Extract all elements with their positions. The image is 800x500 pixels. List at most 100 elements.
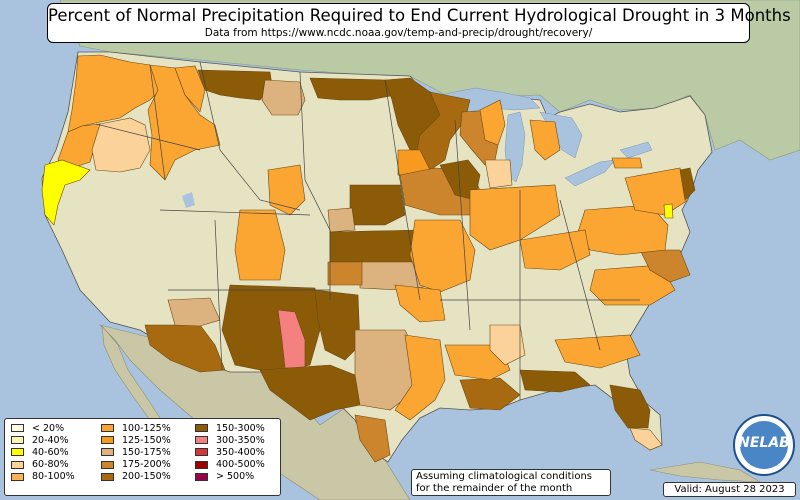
legend-column-3: 150-300% 300-350% 350-400% 400-500% > 50… [195, 422, 265, 483]
legend-swatch [11, 472, 24, 481]
region-florida-south [629, 427, 663, 451]
map-title: Percent of Normal Precipitation Required… [48, 6, 791, 25]
legend-swatch [195, 472, 208, 481]
legend-label: 175-200% [122, 459, 171, 471]
title-panel: Percent of Normal Precipitation Required… [47, 3, 791, 43]
state-boundaries [95, 61, 640, 400]
region-okla-west [327, 261, 363, 286]
legend-item: 175-200% [101, 459, 171, 471]
region-arkansas-south [394, 284, 446, 323]
assumption-note: Assuming climatological conditions for t… [411, 469, 611, 496]
legend-label: 150-300% [216, 422, 265, 434]
legend-item: 350-400% [195, 446, 265, 458]
legend-swatch [101, 472, 114, 481]
legend-item: 60-80% [11, 459, 75, 471]
region-pa-md [624, 167, 689, 216]
region-wisconsin [414, 91, 471, 171]
legend-column-1: < 20% 20-40% 40-60% 60-80% 80-100% [11, 422, 75, 483]
logo-text-ne: NE [738, 435, 760, 451]
region-kansas [329, 229, 426, 266]
legend-label: 400-500% [216, 459, 265, 471]
valid-date: Valid: August 28 2023 [663, 482, 796, 497]
boundary-line [454, 119, 471, 331]
legend-item: 20-40% [11, 434, 75, 446]
boundary-line [199, 61, 301, 211]
region-colorado-north [267, 164, 306, 216]
legend-swatch [195, 436, 208, 445]
legend-label: 80-100% [32, 471, 75, 483]
legend-column-2: 100-125% 125-150% 150-175% 175-200% 200-… [101, 422, 171, 483]
region-michigan-east [529, 119, 561, 161]
legend-label: 300-350% [216, 434, 265, 446]
region-indiana-core [484, 159, 513, 189]
region-texas-south [354, 414, 391, 463]
legend-label: < 20% [32, 422, 65, 434]
region-michigan-lower [479, 99, 506, 146]
region-arizona [144, 324, 226, 373]
region-utah-colorado [234, 209, 286, 281]
legend-swatch [11, 448, 24, 457]
region-gulf-coast [519, 369, 591, 393]
region-montana-south [261, 79, 306, 116]
legend-swatch [195, 460, 208, 469]
legend-label: > 500% [216, 471, 255, 483]
legend-item: 300-350% [195, 434, 265, 446]
drought-regions [41, 54, 696, 463]
boundary-line [214, 219, 223, 371]
legend-item: < 20% [11, 422, 75, 434]
region-new-jersey [679, 167, 696, 201]
region-florida-north [609, 384, 651, 429]
legend-item: 100-125% [101, 422, 171, 434]
region-appalachia [519, 229, 591, 271]
boundary-line [299, 71, 331, 300]
legend-swatch [11, 424, 24, 433]
region-georgia-sc [554, 334, 641, 369]
legend-item: 40-60% [11, 446, 75, 458]
legend-swatch [195, 424, 208, 433]
region-texas-coast [394, 334, 446, 421]
region-alabama [489, 324, 526, 366]
newlab-logo: NELAB [733, 414, 795, 476]
legend-item: 200-150% [101, 471, 171, 483]
legend-label: 20-40% [32, 434, 69, 446]
map-subtitle: Data from https://www.ncdc.noaa.gov/temp… [204, 27, 593, 39]
legend-item: 125-150% [101, 434, 171, 446]
region-idaho [147, 64, 221, 181]
logo-text-lab: LAB [759, 435, 790, 451]
region-arizona-light [167, 297, 221, 327]
legend-label: 60-80% [32, 459, 69, 471]
boundary-line [159, 209, 311, 216]
logo-text: NELAB [735, 435, 793, 451]
boundary-line [95, 123, 201, 151]
legend-swatch [195, 448, 208, 457]
region-nc-coast [639, 249, 691, 283]
legend: < 20% 20-40% 40-60% 60-80% 80-100% 100-1… [4, 418, 281, 496]
great-salt-lake [182, 192, 195, 208]
region-north-dakota [309, 77, 396, 101]
region-nebraska-west [327, 207, 356, 233]
legend-item: 150-175% [101, 446, 171, 458]
logo-globe [740, 421, 788, 469]
boundary-line [559, 199, 601, 351]
region-ny-west [611, 157, 643, 169]
region-nebraska [349, 184, 406, 226]
legend-swatch [101, 448, 114, 457]
region-missouri-arkansas [409, 219, 476, 293]
legend-label: 150-175% [122, 446, 171, 458]
legend-swatch [101, 436, 114, 445]
legend-swatch [11, 436, 24, 445]
legend-swatch [11, 460, 24, 469]
lake-erie [564, 159, 616, 187]
legend-item: 150-300% [195, 422, 265, 434]
legend-label: 100-125% [122, 422, 171, 434]
boundary-line [149, 64, 166, 181]
legend-item: 400-500% [195, 459, 265, 471]
region-delmarva [663, 203, 674, 219]
legend-label: 40-60% [32, 446, 69, 458]
lake-ontario [619, 141, 653, 159]
note-line-1: Assuming climatological conditions [416, 471, 592, 482]
legend-item: 80-100% [11, 471, 75, 483]
region-montana-nw [174, 65, 206, 113]
legend-label: 350-400% [216, 446, 265, 458]
